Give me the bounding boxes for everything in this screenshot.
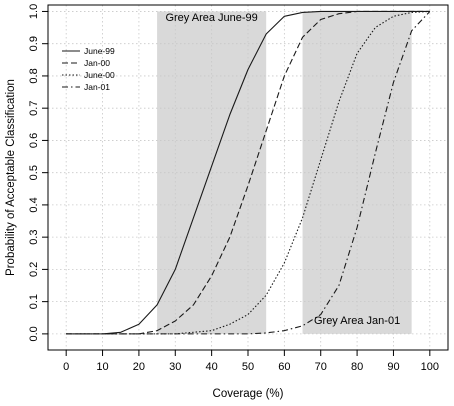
series-line-june-99 xyxy=(66,10,430,335)
x-tick-label: 30 xyxy=(169,361,181,373)
series-line-june-00 xyxy=(66,10,430,335)
axes: 0 10 20 30 40 50 60 70 80 90 100 0.0 0.1 0.2 0.3 0.4 0.5… xyxy=(28,4,439,373)
x-tick-label: 70 xyxy=(315,361,327,373)
x-tick-label: 80 xyxy=(351,361,363,373)
y-tick-label: 0.5 xyxy=(28,165,40,180)
series-line-jan-00 xyxy=(66,10,430,335)
y-tick-label: 0.3 xyxy=(28,230,40,245)
y-tick-label: 0.1 xyxy=(28,294,40,309)
x-tick-label: 100 xyxy=(421,361,439,373)
band-label-june-99: Grey Area June-99 xyxy=(165,12,257,24)
legend: June-99 Jan-00 June-00 Jan-01 xyxy=(62,46,115,92)
legend-label-jan-01: Jan-01 xyxy=(84,82,110,92)
y-tick-label: 0.0 xyxy=(28,326,40,341)
y-tick-label: 0.7 xyxy=(28,101,40,116)
x-tick-label: 60 xyxy=(278,361,290,373)
x-tick-label: 40 xyxy=(206,361,218,373)
x-axis-title: Coverage (%) xyxy=(213,388,284,400)
band-label-jan-01: Grey Area Jan-01 xyxy=(314,315,400,327)
y-tick-label: 0.2 xyxy=(28,262,40,277)
band-labels: Grey Area June-99 Grey Area Jan-01 xyxy=(165,12,400,327)
series-line-jan-01 xyxy=(66,11,431,335)
grid-lines xyxy=(48,5,448,350)
y-tick-label: 0.4 xyxy=(28,197,40,212)
x-tick-label: 50 xyxy=(242,361,254,373)
y-tick-label: 1.0 xyxy=(28,4,40,19)
series-lines xyxy=(66,10,431,335)
legend-label-june-99: June-99 xyxy=(84,46,115,56)
x-tick-label: 10 xyxy=(96,361,108,373)
y-tick-label: 0.6 xyxy=(28,133,40,148)
x-tick-label: 90 xyxy=(387,361,399,373)
x-tick-label: 0 xyxy=(63,361,69,373)
y-axis-title: Probability of Acceptable Classification xyxy=(5,79,17,276)
y-tick-label: 0.9 xyxy=(28,36,40,51)
legend-label-jan-00: Jan-00 xyxy=(84,58,110,68)
x-tick-label: 20 xyxy=(133,361,145,373)
legend-label-june-00: June-00 xyxy=(84,70,115,80)
y-tick-label: 0.8 xyxy=(28,68,40,83)
